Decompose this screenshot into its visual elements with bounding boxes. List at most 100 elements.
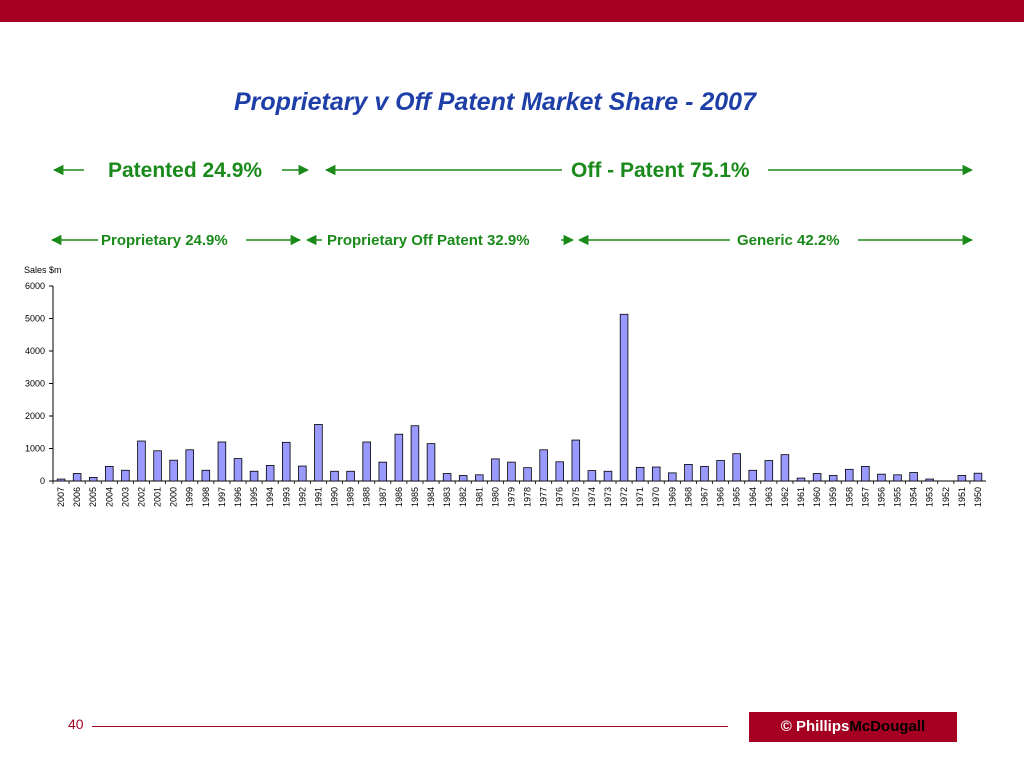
bar (555, 461, 564, 482)
x-tick-label: 1970 (651, 487, 661, 507)
x-tick-label: 1996 (233, 487, 243, 507)
x-tick-label: 1995 (249, 487, 259, 507)
x-tick-label: 2007 (56, 487, 66, 507)
bar (362, 441, 371, 482)
bar (346, 470, 355, 482)
brand-copyright: © Phillips (780, 718, 850, 735)
y-tick-label: 1000 (25, 444, 45, 454)
bar (523, 467, 532, 482)
x-tick-label: 1961 (796, 487, 806, 507)
x-tick-label: 1978 (523, 487, 533, 507)
x-tick-label: 1975 (571, 487, 581, 507)
x-tick-label: 1999 (185, 487, 195, 507)
x-tick-label: 1976 (555, 487, 565, 507)
bar (378, 461, 388, 482)
x-tick-label: 1965 (732, 487, 742, 507)
x-tick-label: 1990 (330, 487, 340, 507)
x-tick-label: 1980 (490, 487, 500, 507)
bar (314, 424, 323, 482)
x-tick-label: 1991 (313, 487, 323, 507)
page-number: 40 (68, 716, 84, 732)
x-tick-label: 1952 (941, 487, 951, 507)
x-tick-label: 1950 (973, 487, 983, 507)
bar (298, 465, 307, 482)
x-tick-label: 1951 (957, 487, 967, 507)
bar (137, 440, 146, 482)
x-tick-label: 1972 (619, 487, 629, 507)
bar (72, 473, 82, 482)
bar (684, 464, 693, 482)
x-tick-label: 1987 (378, 487, 388, 507)
sales-bar-chart: Sales $m 0 1000 2000 3000 4000 5000 6000 2007 200… (24, 265, 986, 507)
bar (153, 450, 162, 482)
x-tick-label: 1979 (506, 487, 516, 507)
y-axis-label: Sales $m (24, 265, 62, 275)
y-tick-label: 4000 (25, 346, 45, 356)
bar (458, 475, 468, 482)
footer-rule (92, 726, 728, 727)
x-tick-label: 1956 (876, 487, 886, 507)
x-tick-label: 1993 (281, 487, 291, 507)
bar (732, 453, 741, 482)
bar (651, 466, 661, 482)
bar (410, 425, 420, 482)
x-tick-label: 2003 (120, 487, 130, 507)
patented-label: Patented 24.9% (108, 159, 263, 182)
y-tick-label: 6000 (25, 281, 45, 291)
bar (121, 469, 130, 482)
bar (491, 458, 500, 482)
x-tick-label: 1960 (812, 487, 822, 507)
bar (571, 439, 581, 482)
bar (281, 441, 291, 482)
x-tick-label: 1958 (844, 487, 854, 507)
x-tick-label: 1989 (346, 487, 356, 507)
bar (185, 449, 194, 482)
bar (780, 454, 790, 482)
generic-label: Generic 42.2% (737, 232, 840, 249)
brand-logo: © PhillipsMcDougall (749, 712, 957, 742)
bar (828, 475, 838, 482)
x-tick-label: 1968 (683, 487, 693, 507)
bar (442, 473, 452, 482)
bar (700, 465, 709, 482)
x-tick-label: 1998 (201, 487, 211, 507)
off-patent-label: Off - Patent 75.1% (571, 159, 750, 182)
bar (394, 433, 404, 482)
x-tick-label: 1982 (458, 487, 468, 507)
x-tick-label: 1974 (587, 487, 597, 507)
x-tick-label: 2001 (153, 487, 163, 507)
bar (56, 478, 66, 482)
x-tick-label: 1994 (265, 487, 275, 507)
bar (507, 461, 516, 482)
bar (957, 475, 967, 482)
y-tick-label: 3000 (25, 379, 45, 389)
x-tick-label: 1953 (925, 487, 935, 507)
bar (539, 449, 548, 482)
x-tick-label: 1954 (909, 487, 919, 507)
x-tick-label: 1986 (394, 487, 404, 507)
x-tick-label: 2006 (72, 487, 82, 507)
x-tick-label: 1981 (474, 487, 484, 507)
arrows-svg (50, 164, 974, 246)
slide-title: Proprietary v Off Patent Market Share - … (234, 88, 756, 116)
bar (764, 460, 774, 482)
x-tick-label: 1957 (860, 487, 870, 507)
bar (877, 473, 886, 482)
x-tick-label: 2002 (136, 487, 146, 507)
x-tick-label: 1962 (780, 487, 790, 507)
x-tick-label: 1992 (297, 487, 307, 507)
brand-name-suffix: McDougall (849, 718, 926, 735)
proprietary-label: Proprietary 24.9% (101, 232, 228, 249)
y-tick-label: 0 (40, 476, 45, 486)
bar (845, 468, 854, 482)
x-tick-label: 1985 (410, 487, 420, 507)
bar (587, 470, 597, 482)
x-tick-label: 1955 (893, 487, 903, 507)
x-tick-label: 2000 (169, 487, 179, 507)
bar (893, 474, 902, 482)
bar (909, 472, 918, 482)
x-tick-label: 2004 (104, 487, 114, 507)
x-tick-label: 1966 (716, 487, 726, 507)
x-tick-label: 1983 (442, 487, 452, 507)
bar (861, 465, 870, 482)
